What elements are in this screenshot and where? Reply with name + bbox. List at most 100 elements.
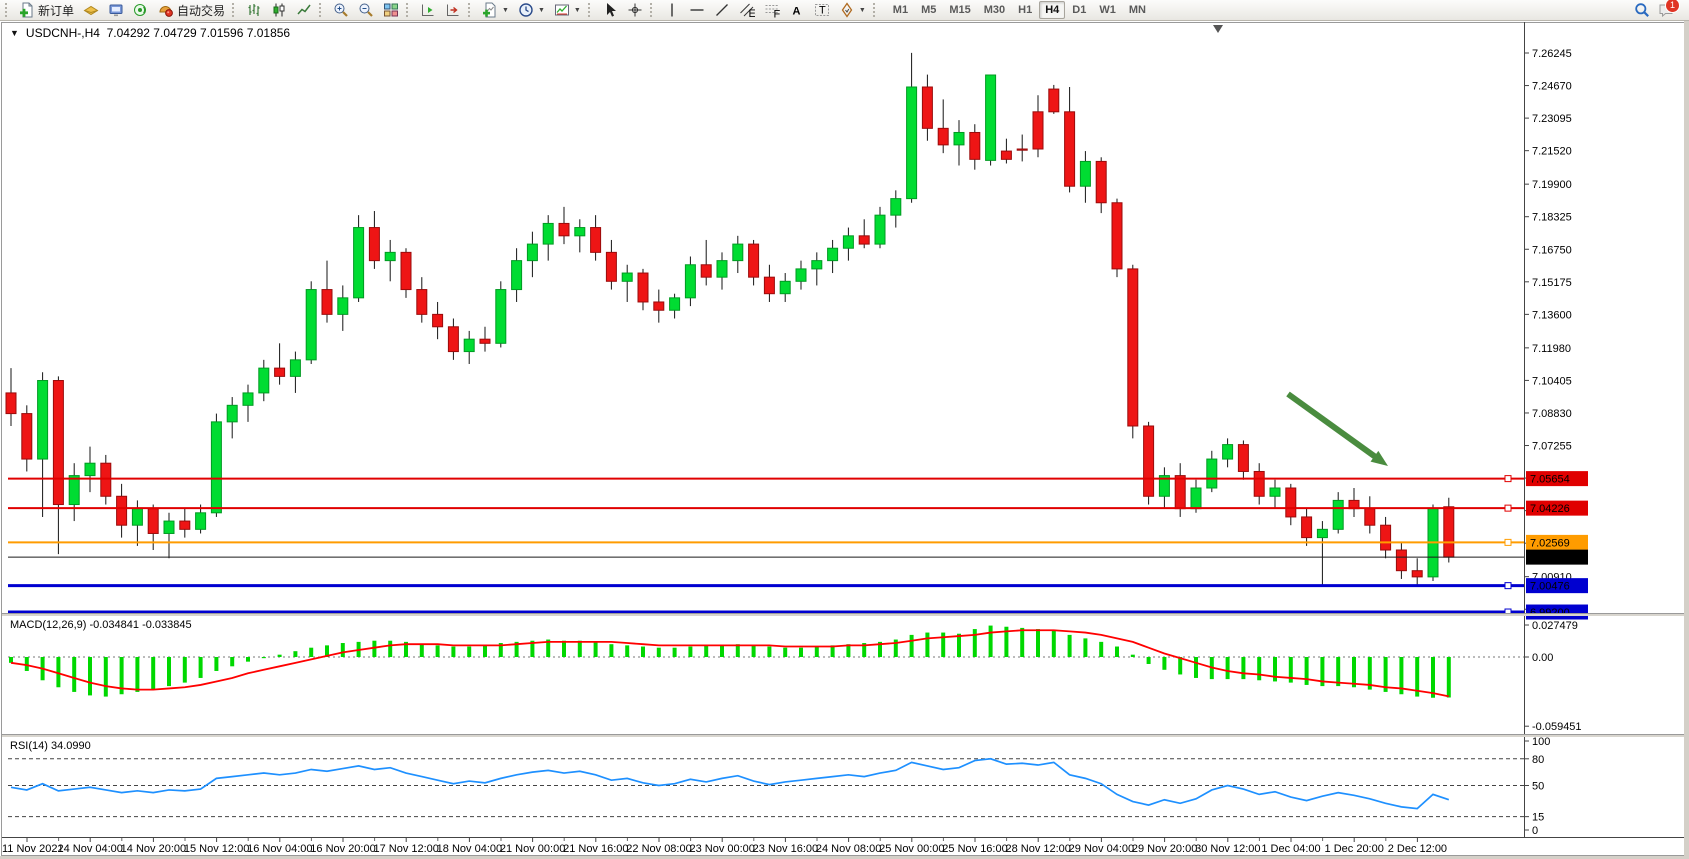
svg-text:100: 100 <box>1532 736 1550 748</box>
svg-text:2 Dec 12:00: 2 Dec 12:00 <box>1388 843 1447 855</box>
bar-chart-mode-button[interactable] <box>242 0 266 21</box>
fibonacci-tool-button[interactable]: F <box>760 0 784 21</box>
svg-text:F: F <box>773 9 780 19</box>
zoom-in-button[interactable] <box>329 0 353 21</box>
timeframe-button-d1[interactable]: D1 <box>1072 4 1087 16</box>
chart-dropdown-icon[interactable]: ▼ <box>10 28 19 38</box>
timeframe-button-m30[interactable]: M30 <box>983 4 1006 16</box>
svg-text:14 Nov 04:00: 14 Nov 04:00 <box>57 843 122 855</box>
tile-windows-button[interactable] <box>379 0 403 21</box>
text-icon: A <box>792 6 800 18</box>
timeframe-button-h1[interactable]: H1 <box>1018 4 1033 16</box>
candlestick-mode-button[interactable] <box>267 0 291 21</box>
svg-text:25 Nov 16:00: 25 Nov 16:00 <box>942 843 1007 855</box>
timeframe-button-h4[interactable]: H4 <box>1039 1 1066 19</box>
tile-windows-icon <box>384 3 399 17</box>
toolbar-drag-handle[interactable] <box>319 3 324 17</box>
svg-text:A: A <box>792 6 800 18</box>
svg-text:0.027479: 0.027479 <box>1532 620 1578 632</box>
candles-chart-icon <box>273 3 285 17</box>
svg-text:16 Nov 20:00: 16 Nov 20:00 <box>310 843 375 855</box>
timeframe-button-m15[interactable]: M15 <box>949 4 971 16</box>
zoom-out-icon <box>359 3 373 17</box>
crosshair-icon <box>628 3 642 17</box>
chart-profile-button[interactable] <box>79 0 103 21</box>
new-order-label: 新订单 <box>38 3 75 18</box>
svg-text:7.15175: 7.15175 <box>1532 277 1572 289</box>
toolbar-drag-handle[interactable] <box>587 3 593 17</box>
text-label-tool-button[interactable]: T <box>810 0 834 21</box>
svg-text:14 Nov 20:00: 14 Nov 20:00 <box>121 843 186 855</box>
timeframe-button-m5[interactable]: M5 <box>921 4 937 16</box>
indicators-caret-icon[interactable]: ▼ <box>502 6 509 14</box>
autotrading-button[interactable]: 自动交易 <box>154 0 229 21</box>
zoom-out-button[interactable] <box>354 0 378 21</box>
periods-button[interactable]: ▼ <box>514 0 549 21</box>
arrows-caret-icon[interactable]: ▼ <box>858 6 866 14</box>
macd-indicator-label: MACD(12,26,9) -0.034841 -0.033845 <box>10 619 192 631</box>
trendline-tool-button[interactable] <box>710 0 734 21</box>
timeframe-button-m1[interactable]: M1 <box>892 4 909 16</box>
autotrading-label: 自动交易 <box>177 3 226 18</box>
svg-text:7.08830: 7.08830 <box>1532 408 1572 420</box>
toolbar-drag-handle[interactable] <box>232 3 237 17</box>
svg-text:T: T <box>819 5 826 17</box>
cursor-icon <box>606 3 616 17</box>
chart-title-text: USDCNH-,H4 7.04292 7.04729 7.01596 7.018… <box>25 26 291 40</box>
toolbar: 新订单 自动交易 ▼ ▼ <box>0 0 1689 21</box>
svg-text:18 Nov 04:00: 18 Nov 04:00 <box>437 843 502 855</box>
svg-text:1 Dec 20:00: 1 Dec 20:00 <box>1325 843 1384 855</box>
line-chart-mode-button[interactable] <box>292 0 316 21</box>
indicators-button[interactable]: ▼ <box>478 0 513 21</box>
horizontal-line-tool-button[interactable] <box>685 0 709 21</box>
search-icon[interactable] <box>1634 2 1650 18</box>
metaeditor-button[interactable] <box>104 0 128 21</box>
periods-caret-icon[interactable]: ▼ <box>537 6 545 14</box>
vertical-line-tool-button[interactable] <box>660 0 684 21</box>
rsi-indicator-label: RSI(14) 34.0990 <box>10 740 91 752</box>
arrows-tool-button[interactable]: ▼ <box>835 0 870 21</box>
vertical-line-icon <box>671 3 673 17</box>
trendline-icon <box>715 4 728 16</box>
templates-caret-icon[interactable]: ▼ <box>573 6 581 14</box>
svg-text:7.05654: 7.05654 <box>1530 474 1570 486</box>
crosshair-tool-button[interactable] <box>623 0 647 21</box>
timeframe-button-mn[interactable]: MN <box>1128 4 1146 16</box>
chat-notification-badge[interactable]: 1 <box>1665 0 1680 13</box>
text-tool-button[interactable]: A <box>785 0 809 21</box>
chat-button[interactable]: 1 <box>1658 0 1680 18</box>
svg-text:7.21520: 7.21520 <box>1532 146 1572 158</box>
line-chart-icon <box>297 4 311 15</box>
autoscroll-icon <box>422 4 434 16</box>
svg-text:17 Nov 12:00: 17 Nov 12:00 <box>373 843 438 855</box>
toolbar-drag-handle[interactable] <box>649 3 655 17</box>
toolbar-drag-handle[interactable] <box>872 3 878 17</box>
cursor-tool-button[interactable] <box>598 0 622 21</box>
chart-shift-button[interactable] <box>441 0 465 21</box>
indicators-icon <box>483 2 496 18</box>
svg-text:-0.059451: -0.059451 <box>1532 721 1582 733</box>
svg-text:0.00: 0.00 <box>1532 652 1553 664</box>
svg-text:23 Nov 00:00: 23 Nov 00:00 <box>689 843 754 855</box>
new-order-button[interactable]: 新订单 <box>15 0 78 21</box>
svg-text:23 Nov 16:00: 23 Nov 16:00 <box>753 843 818 855</box>
svg-text:7.18325: 7.18325 <box>1532 212 1572 224</box>
templates-button[interactable]: ▼ <box>550 0 585 21</box>
metaeditor-icon <box>109 4 123 17</box>
equidistant-channel-icon: E <box>739 3 755 18</box>
arrows-icon <box>841 2 853 18</box>
window-edge-bottom <box>0 856 1689 859</box>
svg-text:80: 80 <box>1532 754 1544 766</box>
svg-text:29 Nov 04:00: 29 Nov 04:00 <box>1069 843 1134 855</box>
autoscroll-button[interactable] <box>416 0 440 21</box>
toolbar-drag-handle[interactable] <box>406 3 411 17</box>
svg-text:7.07255: 7.07255 <box>1532 441 1572 453</box>
window-edge-right <box>1684 21 1689 859</box>
chart-profile-icon <box>83 5 99 16</box>
signals-button[interactable] <box>129 0 153 21</box>
timeframe-button-w1[interactable]: W1 <box>1099 4 1116 16</box>
toolbar-drag-handle[interactable] <box>468 3 473 17</box>
toolbar-drag-handle[interactable] <box>5 3 10 17</box>
channel-tool-button[interactable]: E <box>735 0 759 21</box>
